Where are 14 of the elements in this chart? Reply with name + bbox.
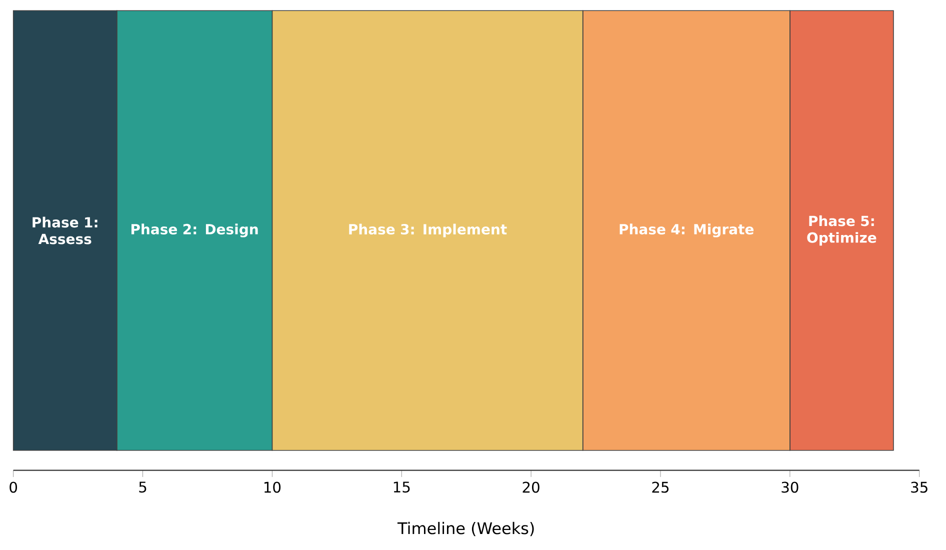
series-label: Phase 2: Design (131, 224, 258, 238)
x-tick-label: 35 (911, 482, 928, 493)
series-label: Phase 1: Assess (32, 216, 98, 244)
x-axis-title: Timeline (Weeks) (397, 522, 534, 536)
x-tick-label: 10 (264, 482, 281, 493)
x-tick-label: 25 (652, 482, 669, 493)
series-label: Phase 5: Optimize (807, 215, 876, 246)
series-label: Phase 4: Migrate (620, 224, 754, 238)
x-tick-label: 30 (782, 482, 798, 493)
x-tick-label: 20 (522, 482, 540, 493)
x-tick-label: 0 (10, 482, 18, 493)
x-tick-label: 15 (394, 482, 410, 492)
series-label: Phase 3: Implement (349, 224, 507, 238)
x-tick-label: 5 (139, 482, 146, 492)
